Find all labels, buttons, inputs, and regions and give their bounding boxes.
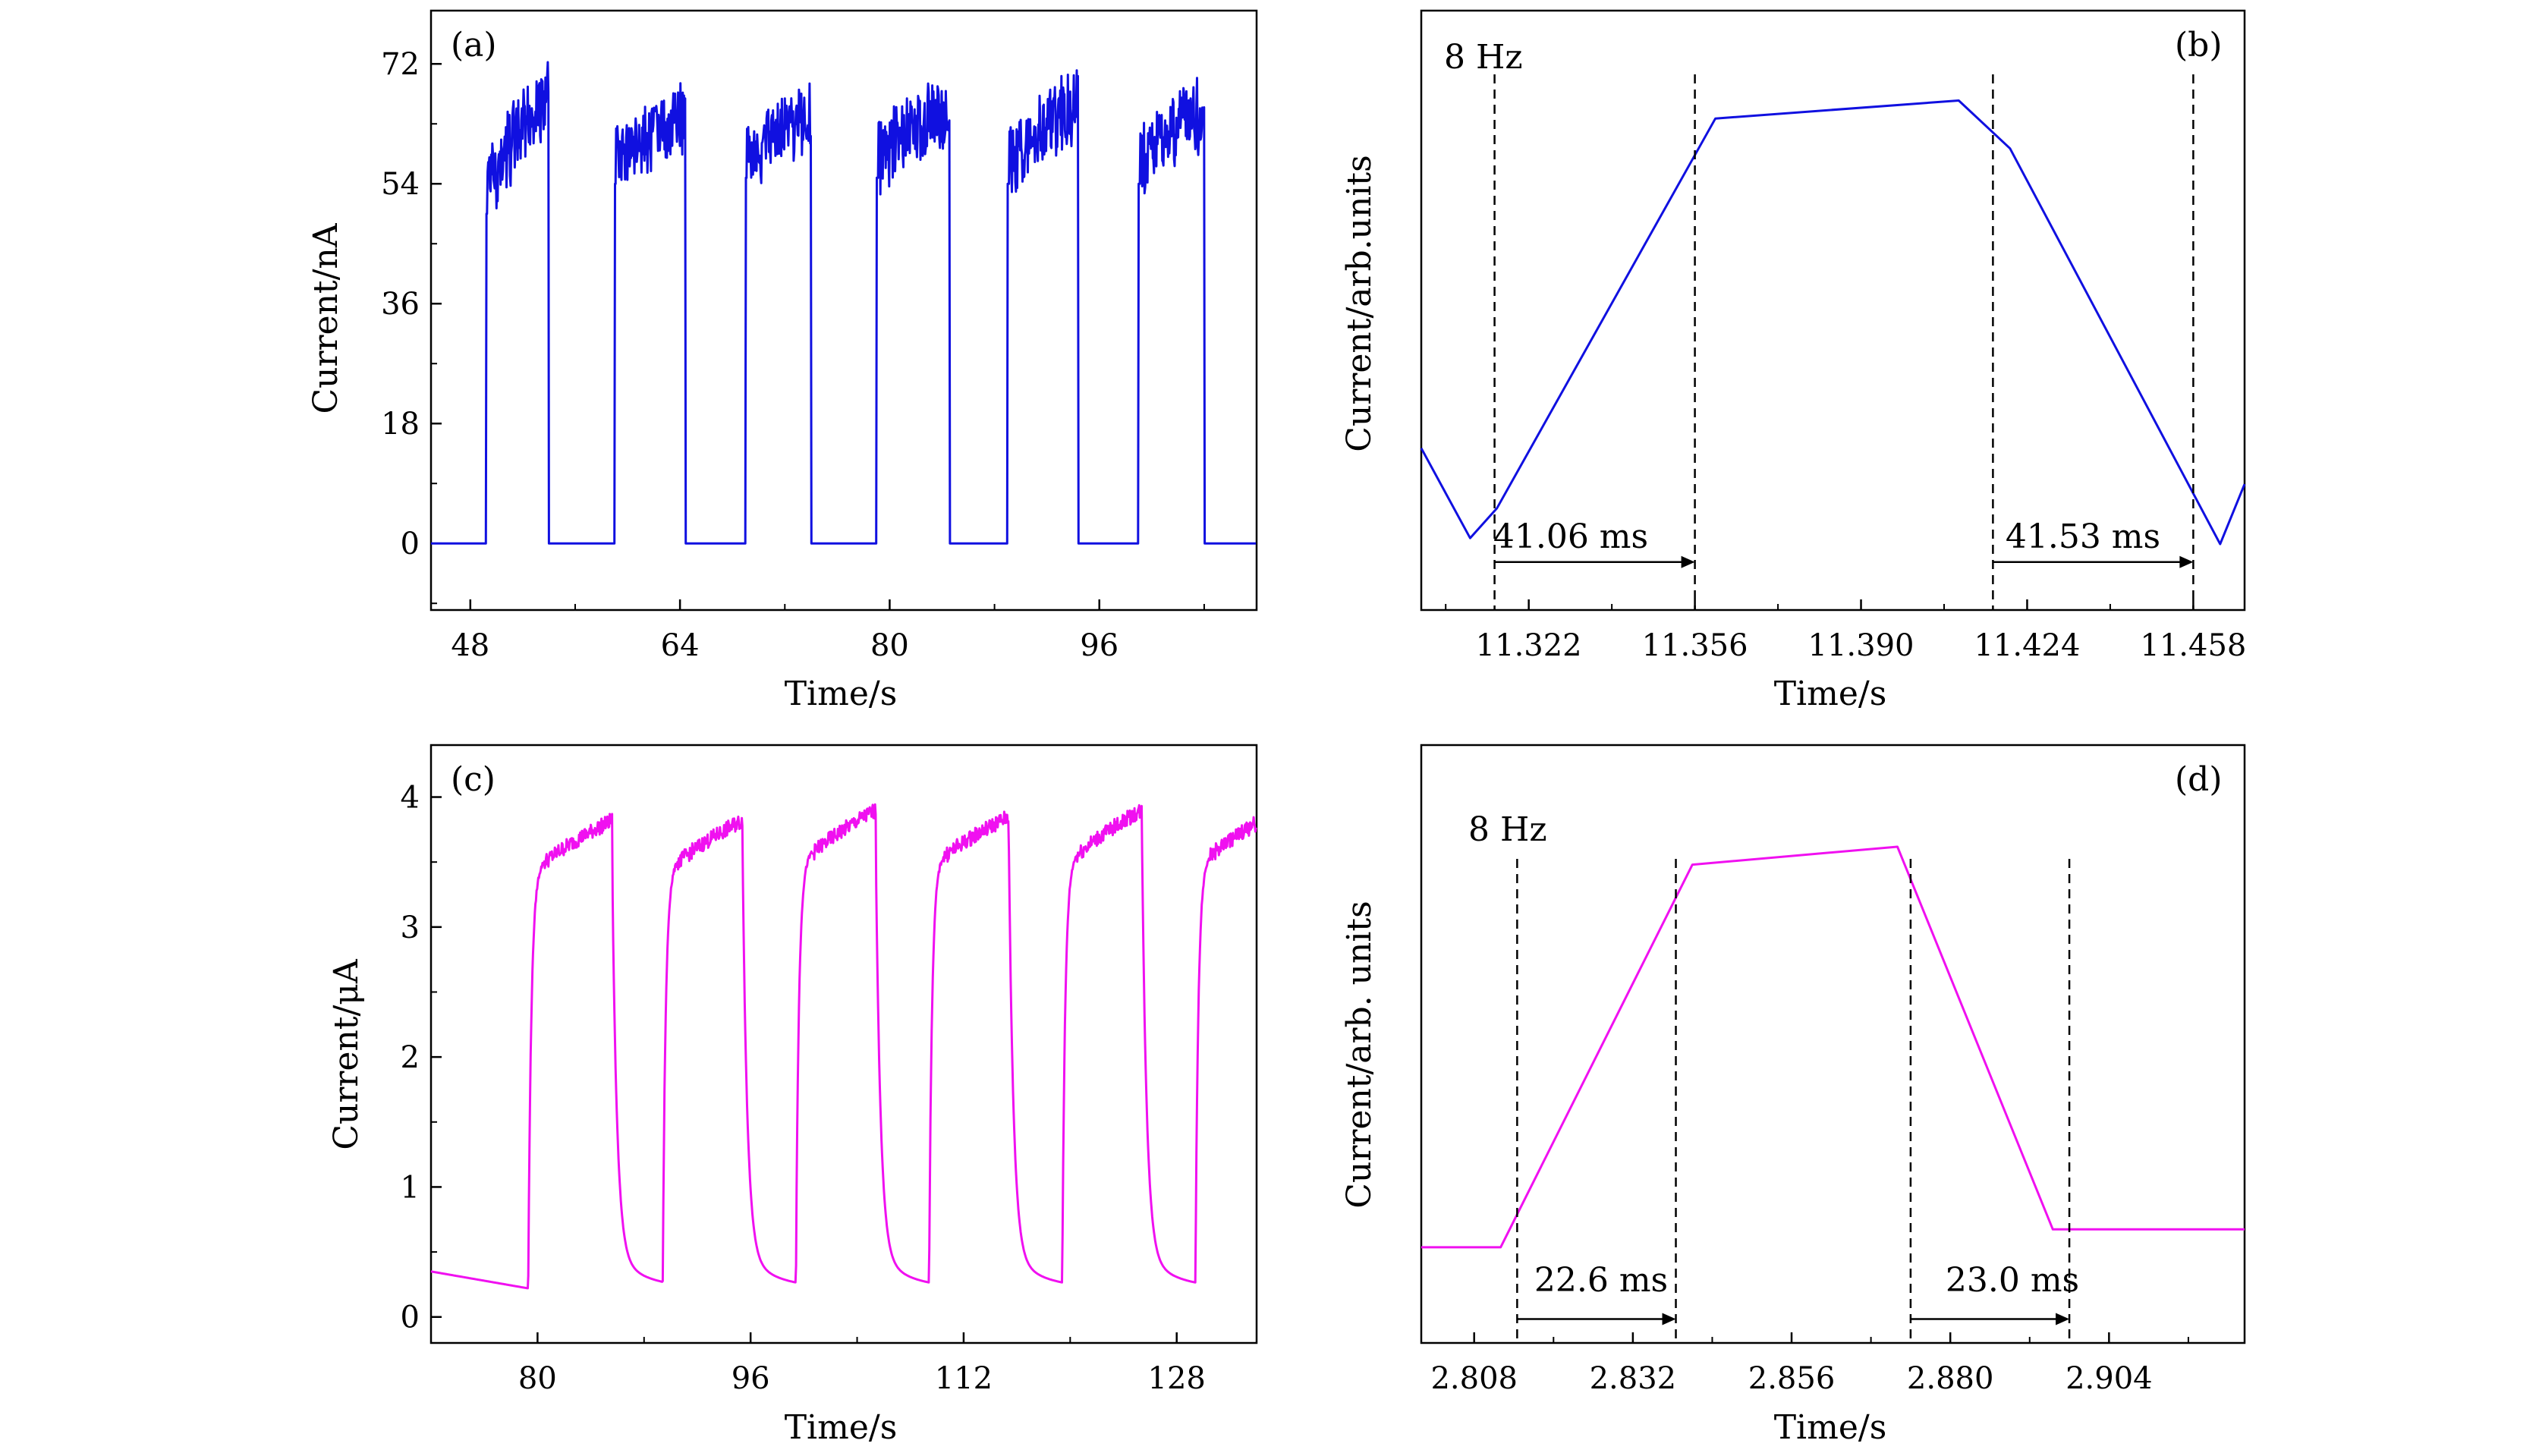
panel-b-label: (b) [2175, 26, 2223, 64]
annotation-arrow-head [1681, 555, 1695, 568]
x-tick-label: 80 [518, 1361, 557, 1396]
panel-a-series-line [430, 61, 1257, 545]
annotation-arrow-head [1662, 1313, 1676, 1325]
panel-b-freq-label: 8 Hz [1444, 38, 1523, 77]
x-tick-label: 11.322 [1476, 628, 1582, 663]
panel-a-ylabel: Current/nA [307, 222, 345, 414]
panel-b: (b) 8 Hz Time/s Current/arb.units 41.06 … [1340, 9, 2246, 713]
panel-c-frame [429, 744, 1258, 1344]
y-tick-label: 0 [401, 527, 420, 561]
x-tick-label: 2.856 [1748, 1361, 1836, 1396]
x-tick-label: 2.832 [1590, 1361, 1677, 1396]
panel-a-label: (a) [451, 26, 497, 64]
panel-d-xlabel: Time/s [1774, 1408, 1887, 1447]
x-tick-label: 96 [1080, 628, 1118, 663]
y-tick-label: 2 [401, 1040, 420, 1075]
y-tick-label: 4 [401, 781, 420, 816]
x-tick-label: 112 [935, 1361, 993, 1396]
y-tick-label: 0 [401, 1300, 420, 1335]
panel-d-series-line [1421, 845, 2245, 1249]
x-tick-label: 128 [1148, 1361, 1206, 1396]
x-tick-label: 2.880 [1907, 1361, 1994, 1396]
panel-b-annotation-left: 41.06 ms [1493, 517, 1648, 556]
panel-c-label: (c) [451, 760, 496, 799]
x-tick-label: 11.356 [1642, 628, 1748, 663]
x-tick-label: 80 [870, 628, 909, 663]
x-tick-label: 96 [731, 1361, 770, 1396]
panel-a-xlabel: Time/s [785, 675, 898, 713]
x-tick-label: 2.904 [2065, 1361, 2153, 1396]
panel-d-frame [1420, 744, 2246, 1344]
x-tick-label: 11.458 [2140, 628, 2246, 663]
panel-c-series-line [430, 803, 1257, 1290]
y-tick-label: 72 [381, 47, 420, 82]
y-tick-label: 1 [401, 1170, 420, 1205]
panel-d-annotation-right: 23.0 ms [1946, 1261, 2079, 1300]
y-tick-label: 3 [401, 910, 420, 945]
x-tick-label: 48 [451, 628, 489, 663]
panel-d-annotation-left: 22.6 ms [1534, 1261, 1668, 1300]
panel-a: (a) Time/s Current/nA 48 64 80 96 0 18 36 54 72 [307, 9, 1258, 713]
panel-b-series-line [1420, 99, 2246, 546]
panel-b-annotation-right: 41.53 ms [2006, 517, 2160, 556]
x-tick-label: 11.390 [1808, 628, 1914, 663]
panel-d-freq-label: 8 Hz [1468, 810, 1547, 849]
panel-c-xlabel: Time/s [785, 1408, 898, 1447]
panel-a-frame [429, 9, 1258, 612]
x-tick-label: 64 [661, 628, 700, 663]
panel-c: (c) Time/s Current/μA 80 96 112 128 0 1 2 3 4 [327, 744, 1258, 1447]
panel-d-label: (d) [2175, 760, 2223, 799]
panel-b-frame [1420, 9, 2246, 612]
y-tick-label: 36 [381, 287, 420, 322]
x-tick-label: 11.424 [1974, 628, 2080, 663]
annotation-arrow-head [2179, 555, 2194, 568]
y-tick-label: 54 [381, 167, 420, 202]
panel-d-ylabel: Current/arb. units [1340, 901, 1379, 1208]
panel-b-xlabel: Time/s [1774, 675, 1887, 713]
annotation-arrow-head [2056, 1313, 2070, 1325]
y-tick-label: 18 [381, 407, 420, 442]
x-tick-label: 2.808 [1430, 1361, 1518, 1396]
panel-d: (d) 8 Hz Time/s Current/arb. units 22.6 … [1340, 744, 2246, 1447]
panel-b-ylabel: Current/arb.units [1340, 155, 1379, 451]
panel-c-ylabel: Current/μA [327, 958, 366, 1150]
